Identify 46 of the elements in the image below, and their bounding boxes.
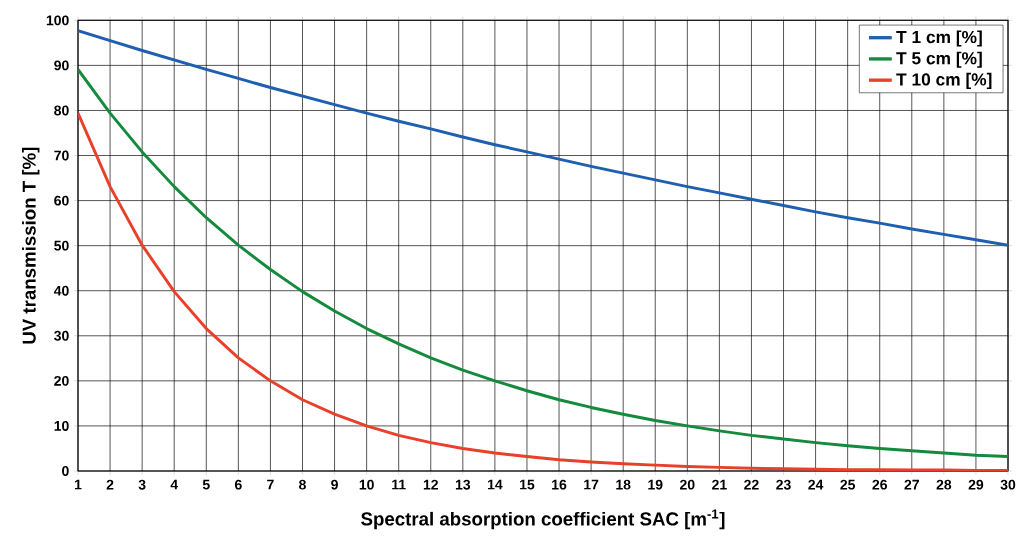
x-tick-label: 21 — [712, 479, 727, 490]
y-tick-label: 30 — [54, 330, 69, 341]
legend-label: T 5 cm [%] — [896, 51, 982, 68]
y-tick-label: 100 — [46, 15, 69, 26]
x-tick-label: 27 — [904, 479, 919, 490]
y-axis-title: UV transmission T [%] — [22, 147, 40, 344]
x-tick-label: 26 — [872, 479, 887, 490]
x-tick-label: 15 — [520, 479, 535, 490]
y-tick-label: 10 — [54, 420, 69, 431]
x-tick-label: 8 — [299, 479, 306, 490]
x-tick-label: 23 — [776, 479, 791, 490]
x-tick-label: 13 — [455, 479, 471, 490]
x-tick-label: 29 — [968, 479, 984, 490]
y-tick-label: 70 — [54, 150, 69, 161]
y-tick-label: 20 — [54, 375, 69, 386]
x-tick-label: 11 — [392, 479, 406, 490]
x-tick-label: 12 — [423, 479, 438, 490]
x-tick-label: 14 — [487, 479, 503, 490]
x-tick-label: 24 — [808, 479, 824, 490]
x-tick-label: 17 — [584, 479, 599, 490]
x-tick-label: 18 — [616, 479, 631, 490]
y-tick-label: 40 — [53, 285, 69, 296]
x-tick-label: 3 — [138, 479, 146, 490]
x-tick-label: 9 — [331, 479, 338, 490]
x-tick-label: 20 — [680, 479, 695, 490]
x-tick-label: 10 — [359, 479, 374, 490]
x-tick-label: 16 — [552, 479, 567, 490]
x-tick-label: 7 — [267, 479, 274, 490]
y-tick-label: 60 — [54, 195, 69, 206]
x-tick-label: 4 — [170, 479, 179, 490]
y-tick-label: 50 — [54, 240, 69, 251]
x-tick-label: 2 — [106, 479, 114, 490]
x-tick-label: 30 — [1000, 479, 1016, 490]
legend-label: T 1 cm [%] — [896, 30, 982, 47]
legend-label: T 10 cm [%] — [896, 72, 992, 90]
x-tick-label: 28 — [936, 479, 952, 490]
x-tick-label: 22 — [744, 479, 759, 490]
x-tick-label: 5 — [202, 479, 210, 490]
y-tick-label: 0 — [62, 466, 69, 476]
x-tick-label: 6 — [234, 479, 242, 490]
x-axis-title: Spectral absorption coefficient SAC [m$^{-1}$] — [361, 509, 725, 530]
x-tick-label: 25 — [840, 479, 856, 490]
x-tick-label: 19 — [648, 479, 663, 490]
y-tick-label: 90 — [54, 60, 69, 71]
x-tick-label: 1 — [74, 479, 82, 490]
y-tick-label: 80 — [54, 105, 69, 116]
